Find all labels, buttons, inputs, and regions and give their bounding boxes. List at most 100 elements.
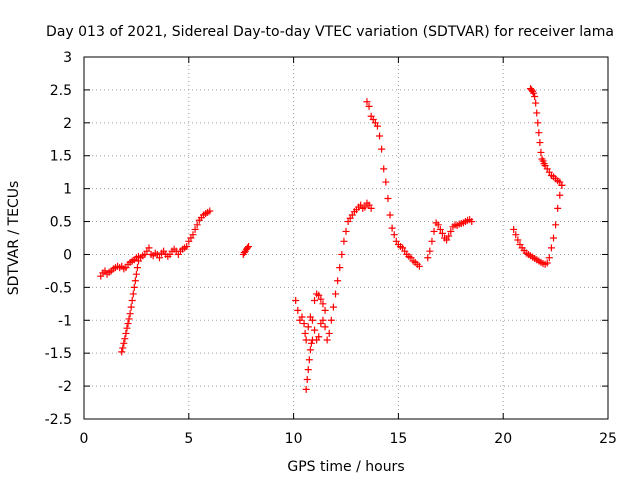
y-tick-label: 3 [63,50,72,66]
data-point [323,336,331,344]
data-point [132,270,140,278]
y-tick-label: 2.5 [50,83,72,99]
data-point [533,109,541,117]
data-point [155,254,163,262]
data-point [390,231,398,239]
data-point [119,344,127,352]
data-point [327,316,335,324]
y-tick-label: -1 [58,313,72,329]
data-point [415,262,423,270]
data-point [536,139,544,147]
data-point [340,237,348,245]
x-tick-label: 10 [285,431,303,447]
data-point [304,323,312,331]
data-point [127,303,135,311]
y-axis-ticks: -2.5 -2 -1.5 -1 -0.5 0 0.5 1 1.5 2 2.5 3 [45,50,608,428]
data-point [380,165,388,173]
data-point [537,148,545,156]
data-point [367,204,375,212]
data-point [373,122,381,130]
data-point [510,225,518,233]
data-point [543,259,551,267]
data-point [306,346,314,354]
data-point [206,207,214,215]
y-tick-label: 0 [63,247,72,263]
x-tick-label: 20 [494,431,512,447]
data-point [342,227,350,235]
data-point [131,277,139,285]
data-point [243,244,251,252]
data-point [361,203,369,211]
y-tick-label: -1.5 [45,346,72,362]
data-point [436,225,444,233]
data-point [388,224,396,232]
data-point [125,315,133,323]
data-point [311,326,319,334]
data-point [300,320,308,328]
data-point [321,323,329,331]
data-point [124,320,132,328]
data-point [363,98,371,106]
data-point [384,195,392,203]
y-tick-label: 2 [63,116,72,132]
data-point [332,290,340,298]
data-point [426,247,434,255]
data-point [447,227,455,235]
grid-lines [84,57,608,419]
data-point [319,316,327,324]
data-point [193,221,201,229]
data-point [376,132,384,140]
data-point [189,231,197,239]
data-point [468,218,476,226]
data-point [302,336,310,344]
y-tick-label: 1 [63,182,72,198]
data-point [311,297,319,305]
data-point [298,313,306,321]
y-tick-label: -2 [58,379,72,395]
data-points [97,85,566,393]
data-point [302,385,310,393]
x-tick-label: 15 [389,431,407,447]
data-point [121,335,129,343]
data-point [120,339,128,347]
data-point [319,300,327,308]
data-point [382,178,390,186]
data-point [424,254,432,262]
data-point [317,295,325,303]
y-tick-label: -0.5 [45,280,72,296]
data-point [512,231,520,239]
data-point [438,229,446,237]
data-point [329,303,337,311]
data-point [305,356,313,364]
data-point [126,310,134,318]
data-point [315,333,323,341]
x-tick-label: 0 [80,431,89,447]
data-point [334,277,342,285]
data-point [556,191,564,199]
data-point [122,329,130,337]
data-point [321,306,329,314]
plot-frame [83,56,609,420]
data-point [534,119,542,127]
data-point [547,244,555,252]
data-point [552,221,560,229]
data-point [531,92,539,100]
data-point [145,244,153,252]
data-point [443,236,451,244]
x-axis-ticks: 0 5 10 15 20 25 [80,57,617,447]
data-point [532,99,540,107]
y-tick-label: -2.5 [45,412,72,428]
data-point [378,145,386,153]
data-point [386,211,394,219]
data-point [183,243,191,251]
data-point [365,102,373,110]
data-point [445,232,453,240]
data-point [430,227,438,235]
data-point [550,234,558,242]
data-point [128,297,136,305]
data-point [301,329,309,337]
data-point [428,237,436,245]
y-tick-label: 1.5 [50,149,72,165]
x-axis-title: GPS time / hours [287,459,404,475]
data-point [294,306,302,314]
